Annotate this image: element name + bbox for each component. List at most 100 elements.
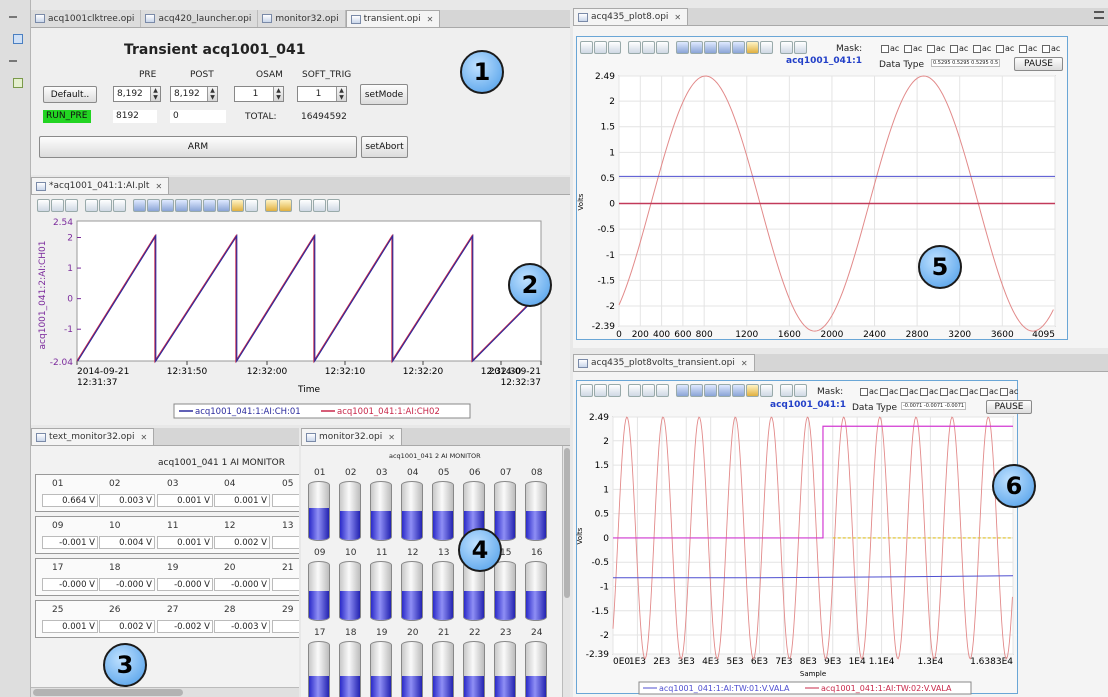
- vert-zoom-icon[interactable]: [704, 384, 717, 397]
- zoom-out-icon[interactable]: [189, 199, 202, 212]
- ai-plot-chart[interactable]: acq1001_041:2:AI:CH01 2.54 -2.04 2 1 0 -1 2…: [31, 215, 570, 425]
- mask-checkbox[interactable]: ac: [920, 387, 938, 396]
- checkbox-box[interactable]: [950, 44, 958, 53]
- vertical-scrollbar[interactable]: [562, 446, 570, 697]
- mask-checkbox[interactable]: ac: [960, 387, 978, 396]
- zoom-in-icon[interactable]: [175, 199, 188, 212]
- checkbox-box[interactable]: [1042, 44, 1050, 53]
- plot8v-chart[interactable]: Volts 2.4921.510.50-0.5-1-1.5-2-2.390E01…: [573, 412, 1018, 697]
- scroll-icon[interactable]: [656, 41, 669, 54]
- checkbox-box[interactable]: [1019, 44, 1027, 53]
- pointer-icon[interactable]: [245, 199, 258, 212]
- vert-zoom-icon[interactable]: [161, 199, 174, 212]
- undo-icon[interactable]: [265, 199, 278, 212]
- legend-icon[interactable]: [628, 384, 641, 397]
- setmode-button[interactable]: setMode: [360, 84, 408, 105]
- zoom-x-icon[interactable]: [203, 199, 216, 212]
- spinner-arrows-icon[interactable]: ▲ ▼: [336, 87, 346, 101]
- spinner-arrows-icon[interactable]: ▲ ▼: [273, 87, 283, 101]
- minimize-icon[interactable]: [9, 16, 17, 22]
- pointer-icon[interactable]: [760, 41, 773, 54]
- osam-spinner[interactable]: 1 ▲ ▼: [234, 86, 284, 102]
- snapshot-icon[interactable]: [299, 199, 312, 212]
- soft-trig-spinner[interactable]: 1 ▲ ▼: [297, 86, 347, 102]
- arm-button[interactable]: ARM: [39, 136, 357, 158]
- export-icon[interactable]: [794, 41, 807, 54]
- checkbox-box[interactable]: [900, 387, 908, 396]
- horiz-zoom-icon[interactable]: [690, 384, 703, 397]
- spinner-arrows-icon[interactable]: ▲ ▼: [207, 87, 217, 101]
- zoom-in-icon[interactable]: [718, 41, 731, 54]
- checkbox-box[interactable]: [1000, 387, 1008, 396]
- mask-checkbox[interactable]: ac: [927, 44, 945, 53]
- checkbox-box[interactable]: [996, 44, 1004, 53]
- pan-icon[interactable]: [231, 199, 244, 212]
- scroll-icon[interactable]: [113, 199, 126, 212]
- vert-zoom-icon[interactable]: [704, 41, 717, 54]
- spinner-arrows-icon[interactable]: ▲ ▼: [150, 87, 160, 101]
- export-icon[interactable]: [313, 199, 326, 212]
- mask-checkbox[interactable]: ac: [980, 387, 998, 396]
- view-icon[interactable]: [13, 34, 23, 44]
- pan-icon[interactable]: [746, 384, 759, 397]
- tab-acq435-plot8volts[interactable]: acq435_plot8volts_transient.opi ✕: [573, 354, 755, 371]
- post-spinner[interactable]: 8,192 ▲ ▼: [170, 86, 218, 102]
- outline-icon[interactable]: [13, 78, 23, 88]
- legend-icon[interactable]: [628, 41, 641, 54]
- horizontal-scrollbar[interactable]: [31, 687, 299, 697]
- zoom-out-icon[interactable]: [732, 384, 745, 397]
- checkbox-box[interactable]: [860, 387, 868, 396]
- snapshot-icon[interactable]: [780, 41, 793, 54]
- mask-checkbox[interactable]: ac: [881, 44, 899, 53]
- autoscale-icon[interactable]: [676, 384, 689, 397]
- export-icon[interactable]: [794, 384, 807, 397]
- tab-monitor32[interactable]: monitor32.opi: [258, 10, 346, 27]
- more-icon[interactable]: [327, 199, 340, 212]
- checkbox-box[interactable]: [920, 387, 928, 396]
- scrollbar-thumb[interactable]: [33, 689, 183, 696]
- close-icon[interactable]: ✕: [140, 432, 148, 442]
- view-menu-icon[interactable]: [1094, 11, 1104, 19]
- tab-acq420-launcher[interactable]: acq420_launcher.opi: [141, 10, 259, 27]
- zoom-in-icon[interactable]: [718, 384, 731, 397]
- minimize-icon-2[interactable]: [9, 60, 17, 66]
- autoscale-icon[interactable]: [676, 41, 689, 54]
- legend-icon[interactable]: [85, 199, 98, 212]
- horiz-zoom-icon[interactable]: [690, 41, 703, 54]
- mask-checkbox[interactable]: ac: [860, 387, 878, 396]
- zoom-y-icon[interactable]: [217, 199, 230, 212]
- scrollbar-thumb[interactable]: [564, 448, 570, 598]
- pause-button[interactable]: PAUSE: [986, 400, 1032, 414]
- autoscale-icon[interactable]: [133, 199, 146, 212]
- checkbox-box[interactable]: [960, 387, 968, 396]
- close-icon[interactable]: ✕: [155, 181, 163, 191]
- tab-transient[interactable]: transient.opi ✕: [345, 10, 441, 27]
- tab-acq435-plot8[interactable]: acq435_plot8.opi ✕: [573, 8, 689, 25]
- config-icon[interactable]: [580, 41, 593, 54]
- zoom-out-icon[interactable]: [732, 41, 745, 54]
- checkbox-box[interactable]: [973, 44, 981, 53]
- checkbox-box[interactable]: [927, 44, 935, 53]
- config-icon[interactable]: [580, 384, 593, 397]
- add-axis-icon[interactable]: [51, 199, 64, 212]
- remove-axis-icon[interactable]: [608, 384, 621, 397]
- close-icon[interactable]: ✕: [740, 358, 748, 368]
- setabort-button[interactable]: setAbort: [361, 136, 408, 158]
- mask-checkbox[interactable]: ac: [1019, 44, 1037, 53]
- mask-checkbox[interactable]: ac: [904, 44, 922, 53]
- close-icon[interactable]: ✕: [674, 12, 682, 22]
- default-button[interactable]: Default..: [43, 86, 97, 103]
- tab-monitor32-view[interactable]: monitor32.opi ✕: [301, 428, 402, 445]
- pointer-icon[interactable]: [760, 384, 773, 397]
- tab-text-monitor32[interactable]: text_monitor32.opi ✕: [31, 428, 155, 445]
- checkbox-box[interactable]: [880, 387, 888, 396]
- config-icon[interactable]: [37, 199, 50, 212]
- mask-checkbox[interactable]: ac: [973, 44, 991, 53]
- add-axis-icon[interactable]: [594, 384, 607, 397]
- stack-icon[interactable]: [642, 41, 655, 54]
- checkbox-box[interactable]: [980, 387, 988, 396]
- close-icon[interactable]: ✕: [388, 432, 395, 442]
- scroll-icon[interactable]: [656, 384, 669, 397]
- mask-checkbox[interactable]: ac: [900, 387, 918, 396]
